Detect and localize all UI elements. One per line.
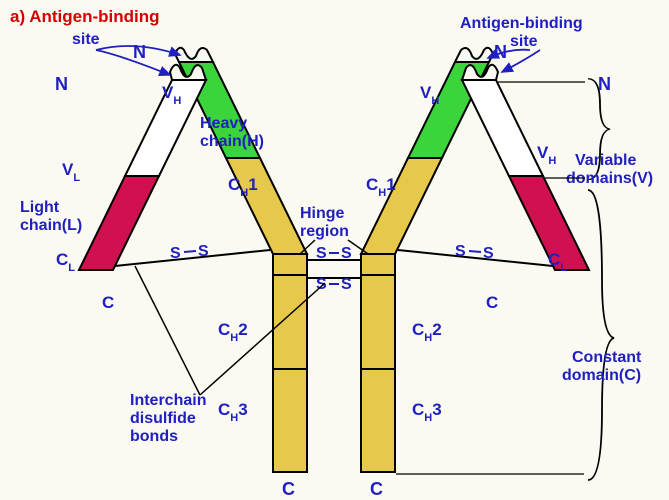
label-ch2-right: CH2 [412, 320, 442, 344]
label-hinge-2: region [300, 223, 349, 240]
ss-bond-left: S S [115, 243, 270, 266]
label-antigen-right-2: site [510, 33, 538, 50]
label-light-chain-1: Light [20, 199, 60, 216]
label-constant-2: domain(C) [562, 367, 641, 384]
svg-text:S: S [316, 245, 327, 262]
label-cl-left: CL [56, 250, 75, 274]
label-constant-1: Constant [572, 349, 642, 366]
light-chain-left [79, 80, 206, 270]
label-c-light-left: C [102, 293, 114, 312]
label-heavy-chain-1: Heavy [200, 115, 247, 132]
panel-title: a) Antigen-binding [10, 7, 160, 26]
label-c-heavy-right: C [370, 479, 383, 499]
label-n-heavy-left: N [133, 42, 146, 62]
label-vh-right2: VH [537, 143, 556, 167]
label-interchain-2: disulfide [130, 410, 196, 427]
label-vl-left: VL [62, 160, 80, 184]
label-vh-right: VH [420, 83, 439, 107]
label-ch2-left: CH2 [218, 320, 248, 344]
label-hinge-1: Hinge [300, 205, 345, 222]
svg-text:S: S [198, 243, 209, 260]
label-interchain-3: bonds [130, 428, 178, 445]
leader-interchain-2 [135, 266, 200, 395]
label-interchain-1: Interchain [130, 392, 206, 409]
svg-text:S: S [170, 245, 181, 262]
label-n-light-left: N [55, 74, 68, 94]
svg-text:S: S [341, 276, 352, 293]
svg-text:S: S [455, 243, 466, 260]
ss-bond-right: S S [398, 243, 553, 266]
hinge-ss-bonds: S S S S [307, 245, 361, 293]
label-ch3-right: CH3 [412, 400, 442, 424]
svg-text:S: S [483, 245, 494, 262]
label-c-light-right: C [486, 293, 498, 312]
label-n-light-right: N [598, 74, 611, 94]
label-ch3-left: CH3 [218, 400, 248, 424]
label-heavy-chain-2: chain(H) [200, 133, 264, 150]
antibody-diagram: a) Antigen-binding [0, 0, 669, 500]
arrow-site-right-2 [502, 50, 540, 72]
label-c-heavy-left: C [282, 479, 295, 499]
label-antigen-right-1: Antigen-binding [460, 15, 583, 32]
label-site-left: site [72, 31, 100, 48]
brace-constant [588, 190, 614, 480]
heavy-chain-right [361, 48, 493, 472]
svg-text:S: S [341, 245, 352, 262]
label-light-chain-2: chain(L) [20, 217, 82, 234]
label-variable-1: Variable [575, 152, 636, 169]
